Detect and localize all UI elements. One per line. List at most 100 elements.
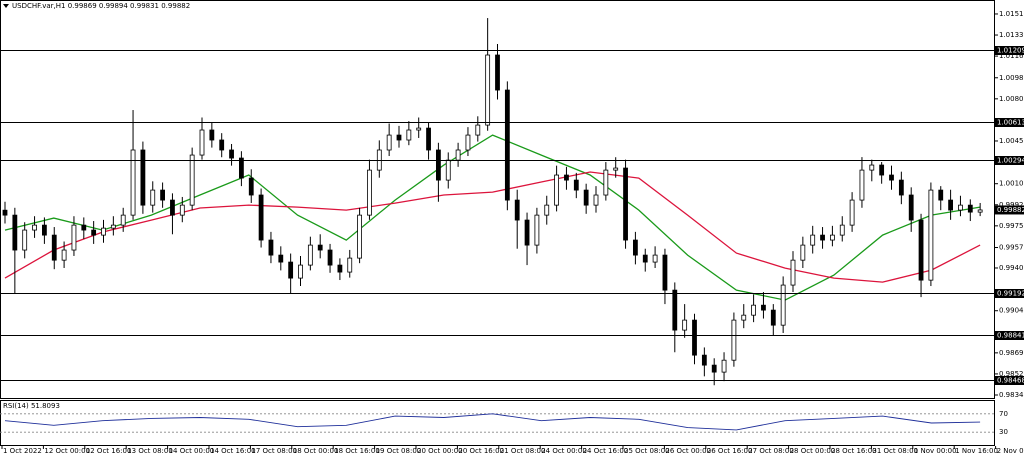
x-tick-label: 18 Oct 00:00	[293, 447, 339, 455]
candle-body	[120, 214, 126, 226]
candle-body	[317, 244, 323, 251]
x-tick-label: 24 Oct 00:00	[541, 447, 587, 455]
x-tick-label: 28 Oct 00:00	[790, 447, 836, 455]
candle-body	[672, 289, 678, 331]
x-tick-label: 1 Nov 16:00	[955, 447, 998, 455]
candle-body	[347, 257, 353, 273]
candle-body	[258, 194, 264, 241]
chart-title: USDCHF.var,H1 0.99869 0.99894 0.99831 0.…	[12, 2, 190, 10]
x-tick-label: 17 Oct 08:00	[251, 447, 297, 455]
x-tick-label: 14 Oct 16:00	[210, 447, 256, 455]
level-label: 0.98468	[997, 377, 1024, 385]
candle-body	[130, 149, 136, 216]
candle-body	[810, 234, 816, 246]
x-tick-label: 25 Oct 08:00	[624, 447, 670, 455]
x-tick-label: 20 Oct 00:00	[417, 447, 463, 455]
x-tick-label: 28 Oct 16:00	[831, 447, 877, 455]
x-tick-label: 24 Oct 16:00	[583, 447, 629, 455]
candle-body	[711, 364, 717, 373]
candle-body	[573, 179, 579, 191]
menu-arrow[interactable]	[3, 4, 9, 8]
level-label-box	[995, 46, 1024, 55]
rsi-tick-label: 70	[999, 410, 1008, 418]
candle-body	[869, 164, 875, 171]
candle-body	[534, 214, 540, 246]
candle-body	[603, 169, 609, 196]
x-tick-label: 12 Oct 00:00	[44, 447, 90, 455]
y-tick-label: 1.01510	[999, 10, 1024, 18]
candle-body	[238, 157, 244, 179]
candle-body	[367, 169, 372, 216]
candle-body	[81, 224, 87, 231]
candle-body	[613, 167, 619, 171]
x-tick-label: 27 Oct 08:00	[748, 447, 794, 455]
candle-body	[918, 219, 924, 281]
x-tick-label: 31 Oct 08:00	[872, 447, 918, 455]
candle-body	[849, 199, 855, 226]
y-tick-label: 0.99045	[999, 307, 1024, 315]
candle-body	[32, 224, 37, 231]
candle-body	[209, 129, 215, 141]
candle-body	[179, 204, 185, 216]
x-tick-label: 12 Oct 16:00	[86, 447, 132, 455]
candle-body	[170, 199, 175, 216]
x-tick-label: 21 Oct 08:00	[500, 447, 546, 455]
candle-body	[820, 234, 825, 241]
x-tick-label: 1 Oct 2022	[3, 447, 42, 455]
candle-body	[140, 149, 146, 206]
x-tick-label: 1 Nov 00:00	[914, 447, 957, 455]
level-label: 0.98841	[997, 332, 1024, 340]
candle-body	[219, 139, 225, 151]
candle-body	[327, 249, 333, 266]
candle-body	[770, 309, 776, 326]
candle-body	[830, 234, 835, 241]
level-label-box	[995, 331, 1024, 340]
candle-body	[396, 134, 402, 141]
candle-body	[721, 359, 727, 373]
candle-body	[288, 261, 294, 279]
candle-body	[485, 54, 491, 126]
candle-body	[248, 177, 254, 196]
candle-body	[307, 244, 313, 266]
y-tick-label: 1.00805	[999, 95, 1024, 103]
candle-body	[731, 319, 737, 361]
candle-body	[268, 239, 274, 256]
x-tick-label: 2 Nov 08:00	[997, 447, 1024, 455]
candle-body	[800, 244, 806, 261]
candle-body	[879, 164, 885, 176]
candle-body	[199, 129, 205, 156]
candle-body	[416, 127, 422, 131]
x-tick-label: 18 Oct 16:00	[334, 447, 380, 455]
candle-body	[692, 319, 697, 356]
candle-body	[839, 224, 845, 236]
y-tick-label: 1.01335	[999, 31, 1024, 39]
main-panel-frame	[0, 0, 995, 399]
candle-body	[91, 229, 97, 236]
candle-body	[633, 239, 638, 256]
candle-body	[229, 149, 234, 159]
rsi-panel-frame	[0, 400, 995, 446]
candle-body	[701, 354, 707, 366]
last-price-label: 0.99882	[997, 206, 1024, 214]
candle-body	[967, 204, 973, 213]
candle-body	[898, 179, 904, 196]
y-tick-label: 0.98345	[999, 391, 1024, 399]
level-label-box	[995, 118, 1024, 127]
candle-body	[426, 127, 431, 151]
level-label: 1.00294	[997, 157, 1024, 165]
candle-body	[2, 209, 8, 216]
candle-body	[977, 209, 983, 213]
candle-body	[741, 314, 747, 321]
candle-body	[101, 227, 106, 236]
candle-body	[751, 304, 756, 316]
candle-body	[514, 199, 520, 221]
candle-body	[859, 169, 865, 201]
candle-body	[298, 264, 303, 279]
x-tick-label: 26 Oct 16:00	[707, 447, 753, 455]
x-tick-label: 20 Oct 16:00	[458, 447, 504, 455]
moving-average-line	[4, 134, 981, 301]
candle-body	[790, 259, 796, 286]
